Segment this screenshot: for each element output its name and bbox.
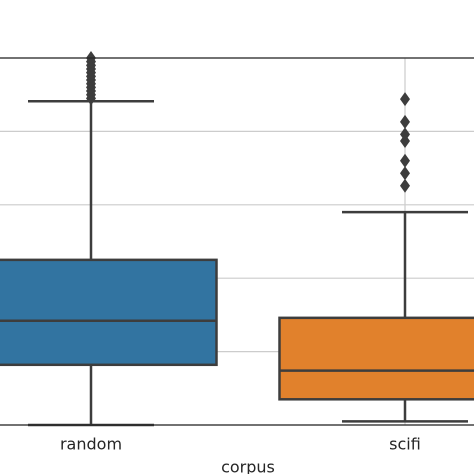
x-tick-label: random <box>60 435 122 454</box>
outlier <box>400 153 410 168</box>
outlier <box>400 127 410 142</box>
outlier <box>400 178 410 193</box>
outlier <box>400 92 410 107</box>
x-axis-label: corpus <box>221 458 275 474</box>
box <box>0 258 218 367</box>
outlier <box>400 114 410 129</box>
x-tick-label: scifi <box>389 435 421 454</box>
box <box>278 316 474 401</box>
outlier <box>400 166 410 181</box>
